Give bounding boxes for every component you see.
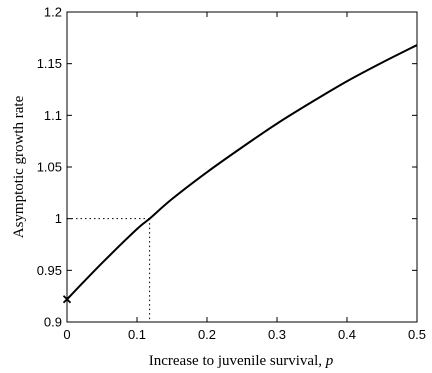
- x-tick-label: 0.3: [268, 327, 286, 342]
- reference-lines: [67, 218, 151, 322]
- y-tick-label: 0.9: [44, 315, 62, 330]
- y-tick-label: 1.05: [37, 160, 62, 175]
- x-tick-label: 0.4: [338, 327, 356, 342]
- series-line: [66, 44, 418, 300]
- y-tick-label: 1.2: [44, 5, 62, 20]
- x-axis-label-variable: p: [325, 353, 334, 369]
- x-axis-label: Increase to juvenile survival, p: [149, 353, 334, 369]
- marker-layer: [62, 295, 72, 304]
- plot-frame: [66, 11, 418, 323]
- x-tick-label: 0.5: [408, 327, 426, 342]
- y-tick-label: 1.1: [44, 108, 62, 123]
- x-tick-label: 0.2: [198, 327, 216, 342]
- y-tick-label: 0.95: [37, 263, 62, 278]
- y-axis-label: Asymptotic growth rate: [11, 95, 27, 238]
- y-tick-label: 1.15: [37, 56, 62, 71]
- start-point-marker: [62, 295, 72, 304]
- x-tick-label: 0.1: [128, 327, 146, 342]
- plot-area: [66, 11, 418, 323]
- series-layer: [66, 44, 418, 300]
- x-axis: 0 0.1 0.2 0.3 0.4 0.5: [63, 12, 426, 342]
- y-tick-label: 1: [55, 211, 62, 226]
- x-tick-label: 0: [63, 327, 70, 342]
- y-axis: 0.9 0.95 1 1.05 1.1 1.15 1.2: [37, 5, 417, 330]
